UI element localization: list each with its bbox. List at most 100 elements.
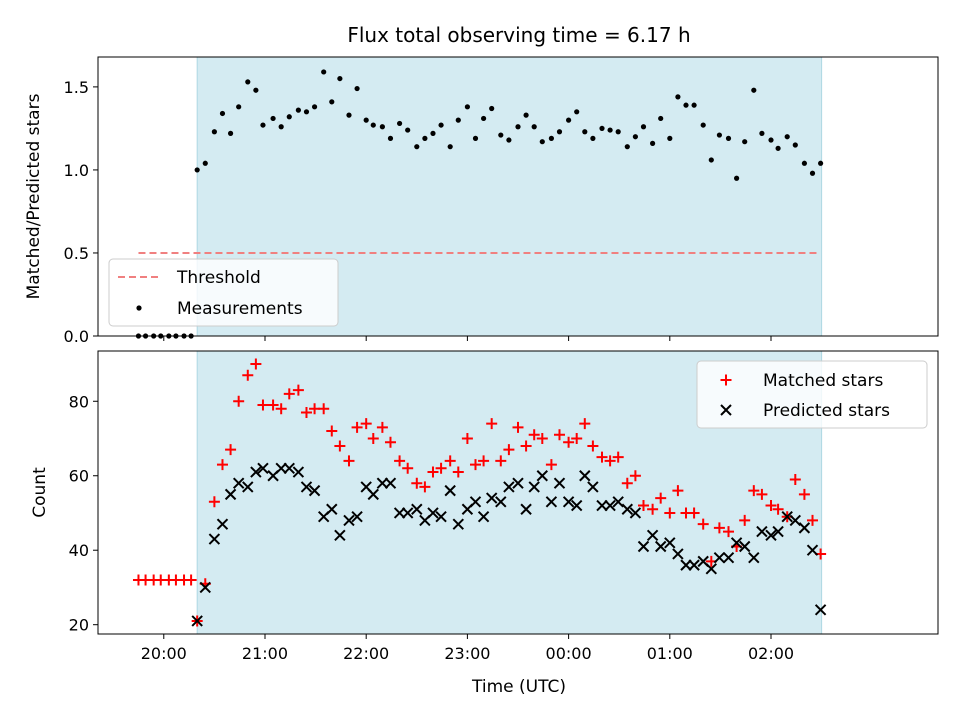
predicted-star-point (283, 462, 295, 475)
measurement-point (742, 139, 748, 145)
predicted-star-point (781, 510, 793, 523)
matched-star-point (376, 421, 388, 433)
measurement-point (759, 130, 765, 136)
predicted-star-point (367, 488, 379, 501)
measurement-point (311, 104, 318, 110)
matched-star-point (528, 429, 540, 441)
y-tick-label-counts: 60 (69, 467, 89, 486)
matched-star-point (612, 451, 624, 463)
matched-star-point (402, 462, 414, 474)
predicted-star-point (713, 551, 726, 564)
matched-star-point (536, 433, 548, 445)
matched-star-point (807, 514, 819, 526)
predicted-star-point (562, 496, 575, 508)
matched-star-point (621, 477, 633, 489)
matched-star-point (250, 358, 262, 370)
matched-star-point (257, 399, 269, 411)
x-tick-label: 00:00 (546, 644, 592, 663)
predicted-star-point (553, 477, 566, 489)
legend-matched-label: Matched stars (763, 371, 883, 391)
measurement-point (590, 135, 596, 141)
measurement-point (405, 127, 411, 133)
measurement-point (566, 117, 572, 123)
measurement-point (818, 160, 824, 166)
measurement-point (632, 134, 638, 140)
matched-star-point (713, 522, 725, 534)
predicted-star-point (351, 510, 363, 523)
predicted-star-point (738, 540, 751, 553)
x-tick-label: 22:00 (343, 644, 389, 663)
matched-star-point (503, 444, 515, 456)
measurement-point (422, 135, 428, 141)
y-tick-label-counts: 20 (69, 616, 89, 635)
matched-star-point (216, 459, 228, 471)
predicted-star-point (587, 481, 599, 493)
legend-counts: Matched stars Predicted stars (696, 360, 928, 429)
matched-star-point (604, 455, 616, 467)
matched-star-point (637, 500, 649, 512)
measurement-point (303, 109, 310, 115)
predicted-star-point (411, 503, 423, 515)
matched-star-point (185, 574, 197, 586)
measurement-point (615, 129, 621, 135)
legend-predicted-swatch (720, 404, 732, 416)
matched-star-point (461, 433, 473, 445)
predicted-star-point (308, 484, 321, 497)
measurement-point (370, 122, 376, 128)
measurement-point (700, 122, 706, 128)
predicted-star-point (326, 503, 338, 515)
measurement-point (253, 87, 259, 93)
measurement-point (607, 127, 613, 133)
matched-star-point (233, 395, 245, 407)
matched-star-point (275, 403, 287, 415)
matched-star-point (444, 455, 456, 467)
predicted-star-point (756, 525, 768, 538)
measurement-point (716, 132, 722, 138)
measurement-point (464, 104, 470, 110)
predicted-star-point (485, 492, 498, 504)
predicted-star-point (672, 548, 684, 560)
matched-star-point (242, 369, 254, 381)
measurement-point (396, 120, 403, 127)
matched-star-point (384, 436, 396, 448)
measurement-point (556, 129, 563, 135)
measurement-point (430, 130, 436, 136)
legend-measurements-label: Measurements (177, 299, 303, 319)
measurement-point (658, 115, 664, 122)
matched-star-point (283, 388, 295, 400)
measurement-point (506, 137, 512, 143)
measurement-point (809, 170, 816, 176)
measurement-point (295, 107, 301, 113)
measurement-point (480, 115, 487, 122)
predicted-star-point (208, 533, 221, 545)
measurement-point (321, 69, 327, 75)
measurement-point (354, 85, 360, 92)
measurement-point (650, 140, 656, 146)
axes-frame-counts (97, 350, 939, 635)
matched-star-point (655, 492, 667, 504)
y-axis-label-ratio: Matched/Predicted stars (24, 93, 44, 299)
predicted-star-point (427, 507, 439, 519)
y-tick-label-counts: 80 (69, 392, 89, 411)
legend-threshold-label: Threshold (176, 268, 261, 288)
matched-star-point (208, 496, 220, 508)
measurement-point (260, 122, 266, 128)
measurement-point (270, 115, 276, 122)
predicted-star-point (469, 496, 482, 508)
x-tick-label: 21:00 (242, 644, 288, 663)
measurement-point (202, 160, 208, 166)
predicted-star-point (477, 510, 490, 523)
matched-star-point (367, 433, 379, 445)
predicted-star-point (545, 496, 558, 508)
predicted-star-point (242, 481, 254, 493)
predicted-star-point (664, 537, 676, 549)
matched-star-point (495, 455, 507, 467)
matched-star-point (596, 451, 608, 463)
matched-star-point (225, 444, 237, 456)
y-tick-label-ratio: 1.0 (64, 161, 89, 180)
x-tick-label: 20:00 (141, 644, 187, 663)
measurement-point (245, 79, 251, 85)
measurement-point (489, 105, 495, 112)
predicted-star-point (250, 466, 262, 478)
